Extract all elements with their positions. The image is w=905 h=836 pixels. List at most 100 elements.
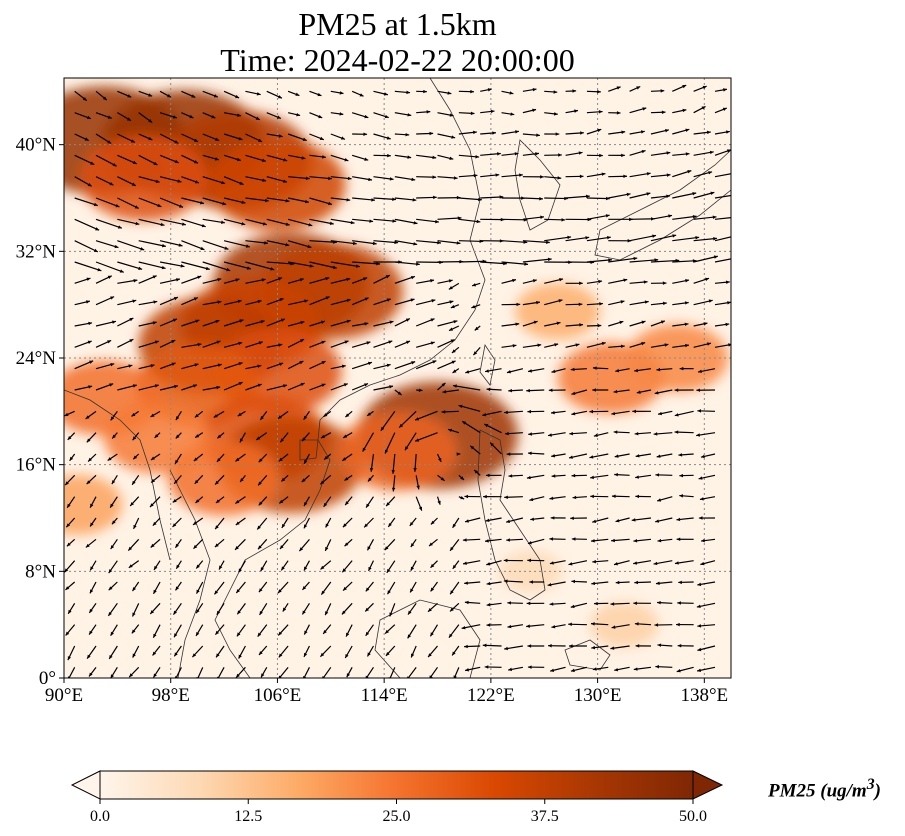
wind-arrow-head [433, 195, 437, 200]
wind-arrow-head [134, 205, 139, 209]
wind-arrow-head [540, 215, 545, 219]
x-tick-label: 130°E [574, 685, 622, 706]
wind-arrow-head [611, 411, 616, 416]
wind-arrow [223, 261, 252, 270]
wind-arrow-head [133, 279, 138, 283]
wind-arrow [95, 240, 119, 249]
wind-arrow-head [599, 153, 603, 158]
wind-arrow-head [410, 275, 415, 280]
wind-arrow-head [86, 480, 91, 485]
wind-arrow-head [386, 363, 391, 368]
y-tick-label: 16°N [16, 455, 57, 476]
wind-arrow-head [150, 364, 155, 368]
wind-arrow-head [340, 136, 345, 140]
colorbar-tick-label: 37.5 [531, 808, 559, 825]
wind-arrow-head [556, 321, 561, 325]
wind-arrow-head [216, 385, 221, 390]
wind-arrow [309, 261, 337, 269]
wind-arrow [394, 261, 420, 266]
wind-arrow-head [653, 561, 658, 566]
wind-arrow-head [194, 479, 199, 484]
wind-arrow-head [450, 339, 455, 343]
wind-arrow-head [696, 604, 701, 609]
wind-arrow-head [533, 320, 538, 325]
wind-arrow-head [713, 237, 717, 241]
wind-arrow-head [705, 277, 709, 282]
colorbar-max-extension [692, 770, 724, 800]
wind-arrow-head [634, 368, 639, 373]
wind-arrow-head [389, 320, 394, 324]
wind-arrow-head [323, 502, 328, 507]
wind-arrow-head [509, 91, 514, 95]
wind-arrow-head [362, 447, 366, 452]
pm25-hotspot [103, 402, 211, 474]
wind-arrow [714, 236, 731, 242]
wind-arrow-head [613, 389, 618, 394]
wind-arrow-head [86, 277, 91, 281]
wind-arrow-head [110, 674, 115, 678]
wind-arrow-head [318, 114, 323, 119]
wind-arrow [309, 240, 337, 243]
wind-arrow-head [328, 176, 332, 181]
wind-arrow-head [189, 114, 194, 119]
wind-arrow-head [507, 601, 511, 605]
wind-arrow-head [67, 656, 72, 661]
wind-arrow-head [429, 542, 433, 547]
wind-arrow [117, 197, 139, 209]
wind-arrow-head [484, 665, 489, 669]
wind-arrow-head [328, 201, 333, 206]
wind-arrow-head [620, 344, 625, 349]
wind-arrow-head [90, 522, 94, 527]
wind-arrow-head [725, 130, 730, 134]
wind-arrow-head [148, 93, 153, 97]
wind-arrow-head [342, 523, 347, 528]
wind-arrow-head [194, 363, 199, 367]
wind-arrow-head [653, 432, 658, 436]
wind-arrow-head [554, 343, 559, 347]
wind-arrow-head [456, 452, 461, 456]
wind-arrow-head [536, 133, 540, 137]
wind-arrow-head [87, 654, 91, 659]
wind-arrow-head [684, 322, 689, 327]
wind-arrow-head [181, 222, 186, 226]
wind-arrow-head [281, 477, 286, 482]
wind-arrow [714, 217, 731, 220]
wind-arrow-head [615, 518, 620, 523]
wind-arrow-head [132, 384, 137, 388]
wind-arrow-head [591, 645, 596, 650]
wind-arrow-head [633, 539, 638, 543]
wind-arrow-head [320, 480, 325, 485]
wind-arrow-head [171, 362, 176, 366]
wind-arrow-head [109, 181, 114, 186]
wind-arrow-head [490, 442, 494, 447]
wind-arrow-head [606, 235, 611, 240]
wind-arrow-head [537, 343, 542, 347]
wind-arrow-head [553, 90, 558, 94]
wind-arrow [480, 261, 507, 265]
wind-arrow-head [342, 568, 347, 573]
colorbar-min-extension [70, 770, 101, 800]
wind-arrow-head [153, 161, 158, 165]
wind-arrow-head [437, 240, 441, 245]
wind-arrow-head [85, 300, 90, 304]
wind-arrow-head [262, 178, 267, 182]
wind-arrow-head [666, 151, 671, 155]
wind-arrow-head [592, 388, 596, 392]
wind-arrow-head [150, 543, 155, 548]
wind-arrow-head [406, 90, 411, 95]
wind-arrow-head [132, 436, 137, 441]
wind-arrow-head [453, 675, 457, 678]
wind-arrow [245, 218, 267, 226]
wind-arrow-head [154, 384, 159, 388]
wind-arrow [458, 404, 481, 412]
wind-arrow-head [508, 667, 513, 672]
wind-arrow-head [392, 219, 397, 223]
wind-arrow-head [238, 382, 243, 386]
wind-arrow [68, 667, 76, 678]
wind-arrow-head [219, 565, 223, 570]
wind-arrow-head [278, 653, 283, 658]
wind-arrow-head [235, 94, 240, 99]
wind-arrow-head [528, 369, 532, 373]
wind-arrow-head [634, 580, 638, 585]
wind-arrow-head [503, 579, 508, 583]
